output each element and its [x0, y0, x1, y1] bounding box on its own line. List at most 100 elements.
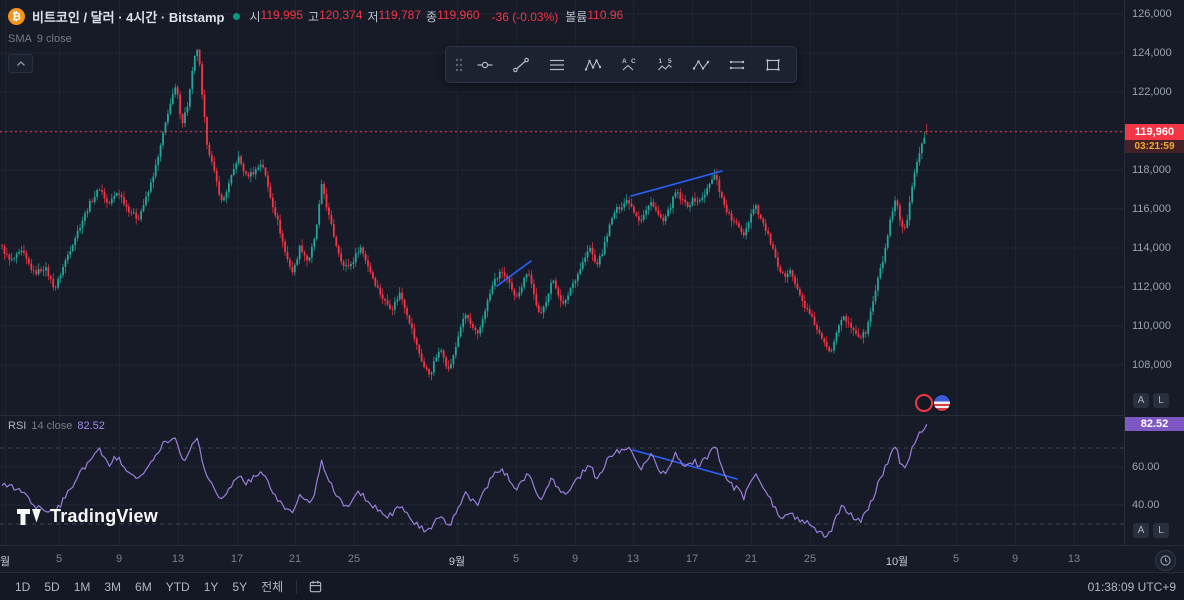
time-axis-label: 13	[626, 553, 640, 565]
price-axis-label: 110,000	[1132, 320, 1171, 332]
cross-line-tool-button[interactable]	[467, 51, 503, 79]
price-change: -36 (-0.03%)	[491, 9, 559, 24]
volume-value: 110.96	[587, 8, 624, 22]
rsi-legend[interactable]: RSI 14 close 82.52	[8, 420, 105, 432]
sma-name: SMA	[8, 33, 32, 45]
date-range-buttons: 1D 5D 1M 3M 6M YTD 1Y 5Y 전체	[8, 575, 290, 598]
time-axis-label: 21	[744, 553, 758, 565]
time-axis-label: 5	[952, 553, 960, 565]
fib-retracement-tool-button[interactable]	[539, 51, 575, 79]
price-axis-label: 116,000	[1132, 203, 1171, 215]
rsi-value: 82.52	[77, 420, 105, 432]
scale-button-L[interactable]: L	[1153, 523, 1169, 538]
symbol-legend[interactable]: ₿ 비트코인 / 달러 · 4시간 · Bitstamp 시 119,995 고 12…	[8, 7, 628, 26]
rsi-axis-label: 40.00	[1132, 499, 1160, 511]
axis-settings-button[interactable]	[1155, 550, 1176, 571]
us-flag-event-badge[interactable]	[933, 394, 951, 412]
symbol-title[interactable]: 비트코인 / 달러 · 4시간 · Bitstamp	[32, 10, 225, 25]
time-axis-label: 25	[803, 553, 817, 565]
watermark-text: TradingView	[50, 506, 158, 526]
elliott-wave-icon: 1 5	[658, 58, 672, 70]
abcd-pattern-icon: A C	[622, 58, 636, 70]
rsi-axis-label: 60.00	[1132, 461, 1160, 473]
zigzag-pattern-icon	[692, 59, 710, 70]
ohlc-stats: 시 119,995 고 120,374 저 119,787 종 119,960	[249, 8, 484, 25]
drag-handle-icon[interactable]	[451, 51, 467, 78]
clock-icon	[1160, 555, 1171, 566]
range-button-1M[interactable]: 1M	[67, 577, 98, 597]
svg-text:1: 1	[659, 58, 663, 65]
time-axis-label: 9월	[448, 556, 466, 568]
xabcd-pattern-icon	[584, 58, 602, 71]
time-axis[interactable]: 월 5 9 13 17 21 25 9월 5 9 13 17 21 25 10월 5 9 13	[0, 545, 1184, 573]
price-range-tool-button[interactable]	[719, 51, 755, 79]
bar-countdown: 03:21:59	[1125, 139, 1184, 153]
fib-retracement-icon	[550, 59, 564, 70]
range-button-5Y[interactable]: 5Y	[225, 577, 254, 597]
scale-button-A[interactable]: A	[1133, 523, 1149, 538]
price-axis-label: 108,000	[1132, 359, 1172, 371]
scale-button-L[interactable]: L	[1153, 393, 1169, 408]
time-axis-label: 25	[347, 553, 361, 565]
trend-line-icon	[513, 57, 529, 72]
drawing-toolbar[interactable]: A C 1 5	[445, 46, 797, 83]
economic-event-badge[interactable]	[915, 394, 933, 412]
range-button-1Y[interactable]: 1Y	[197, 577, 226, 597]
range-button-6M[interactable]: 6M	[128, 577, 159, 597]
time-axis-label: 21	[288, 553, 302, 565]
range-button-전체[interactable]: 전체	[254, 575, 290, 598]
range-button-1D[interactable]: 1D	[8, 577, 37, 597]
svg-text:C: C	[631, 58, 636, 65]
range-button-YTD[interactable]: YTD	[159, 577, 197, 597]
go-to-date-button[interactable]	[303, 577, 328, 596]
range-button-3M[interactable]: 3M	[97, 577, 128, 597]
time-axis-label: 13	[171, 553, 185, 565]
cross-line-icon	[477, 61, 493, 68]
rectangle-icon	[766, 58, 780, 71]
clock-timezone[interactable]: 01:38:09 UTC+9	[1087, 579, 1176, 594]
chart-canvas[interactable]	[0, 0, 1124, 545]
rsi-value-tag: 82.52	[1125, 417, 1184, 432]
bitcoin-icon: ₿	[8, 8, 25, 25]
chevron-up-icon	[16, 60, 25, 66]
time-axis-label: 5	[55, 553, 63, 565]
rectangle-tool-button[interactable]	[755, 51, 791, 79]
rsi-params: 14 close	[31, 420, 73, 432]
time-axis-label: 10월	[885, 556, 909, 568]
tradingview-watermark: TradingView	[16, 506, 158, 527]
main-chart[interactable]: ₿ 비트코인 / 달러 · 4시간 · Bitstamp 시 119,995 고 12…	[0, 0, 1124, 545]
abcd-pattern-tool-button[interactable]: A C	[611, 51, 647, 79]
legend-collapse-button[interactable]	[8, 54, 33, 73]
price-axis-label: 118,000	[1132, 164, 1171, 176]
market-open-dot	[233, 13, 241, 20]
calendar-icon	[309, 580, 322, 593]
time-axis-label: 17	[230, 553, 244, 565]
last-price-tag: 119,960	[1125, 123, 1184, 140]
time-axis-label: 월	[0, 556, 11, 568]
zigzag-pattern-tool-button[interactable]	[683, 51, 719, 79]
price-range-icon	[729, 60, 745, 69]
ohlc-stat: 종 119,960	[426, 8, 480, 24]
xabcd-pattern-tool-button[interactable]	[575, 51, 611, 79]
rsi-name: RSI	[8, 420, 27, 432]
price-axis-label: 124,000	[1132, 47, 1172, 59]
svg-text:A: A	[622, 58, 627, 65]
trend-line-tool-button[interactable]	[503, 51, 539, 79]
scale-button-A[interactable]: A	[1133, 393, 1149, 408]
elliott-wave-tool-button[interactable]: 1 5	[647, 51, 683, 79]
time-axis-label: 9	[1011, 553, 1019, 565]
time-axis-label: 9	[571, 553, 579, 565]
range-button-5D[interactable]: 5D	[37, 577, 66, 597]
last-price-value: 119,960	[1134, 125, 1175, 138]
bottom-toolbar: 1D 5D 1M 3M 6M YTD 1Y 5Y 전체 01:38:09 UTC+9	[0, 572, 1184, 600]
toolbar-divider	[296, 579, 298, 594]
time-axis-label: 13	[1067, 553, 1081, 565]
volume-label: 볼륨	[565, 10, 588, 24]
sma-legend[interactable]: SMA 9 close	[8, 33, 72, 45]
time-axis-label: 9	[115, 553, 123, 565]
price-axis-label: 126,000	[1132, 8, 1172, 20]
